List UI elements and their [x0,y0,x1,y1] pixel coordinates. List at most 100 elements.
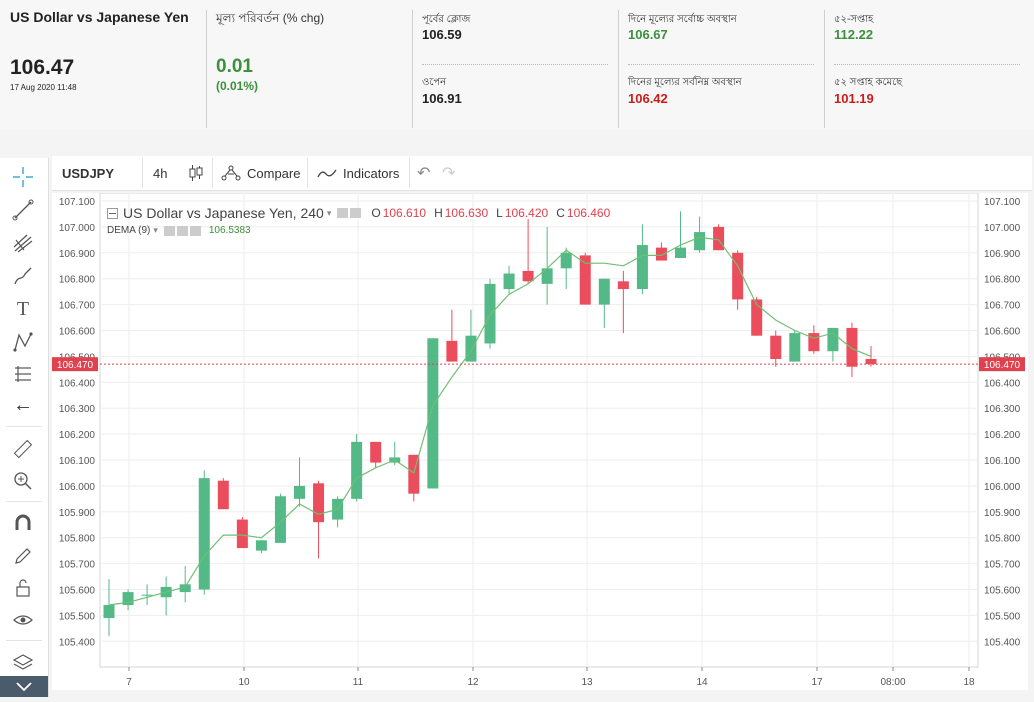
indicators-label: Indicators [343,165,400,181]
last-price: 106.47 [10,56,75,79]
y-tick-label-right: 106.600 [984,327,1021,338]
candle-up [122,592,134,606]
row-divider [834,64,1020,65]
x-tick-label: 7 [126,677,132,688]
high-label: H [434,206,443,220]
crosshair-icon[interactable] [10,164,36,190]
interval-selector[interactable]: 4h [153,165,168,181]
open-value: 106.610 [382,206,427,220]
chart-legend: US Dollar vs Japanese Yen, 240 ▾ O 106.6… [107,205,610,221]
y-tick-label-right: 106.700 [984,301,1021,312]
candle-down [808,333,820,352]
y-tick-label-right: 106.100 [984,456,1021,467]
ruler-icon[interactable] [10,436,36,462]
candle-down [713,226,725,251]
eye-icon[interactable] [10,607,36,633]
layers-icon[interactable] [10,650,36,676]
dema-line [108,236,872,606]
candle-down [655,247,667,261]
candle-down [313,483,325,523]
chart-area[interactable]: 105.400 105.400 105.500 105.500 105.600 105.6… [52,192,1028,690]
last-update-time: 17 Aug 2020 11:48 [10,83,77,92]
y-tick-label-right: 105.900 [984,508,1021,519]
brush-icon[interactable] [10,263,36,289]
eye-toggle-icon[interactable] [337,208,349,218]
y-tick-label-left: 106.100 [59,456,96,467]
prev-close-value: 106.59 [422,27,462,42]
indicators-button[interactable]: Indicators [317,156,399,190]
chevron-down-icon[interactable]: ▾ [153,225,158,235]
toolbar-divider [212,158,213,188]
measure-icon[interactable] [10,361,36,387]
y-tick-label-right: 106.400 [984,378,1021,389]
low-label: L [496,206,503,220]
indicator-value: 106.5383 [208,225,251,236]
redo-icon[interactable]: ↷ [442,165,456,182]
back-arrow-icon[interactable]: ← [13,393,33,416]
candle-down [865,358,877,365]
candle-up [103,605,115,618]
header-divider [206,10,207,128]
pitchfork-icon[interactable] [10,230,36,256]
change-percent: (0.01%) [216,79,259,93]
collapse-legend-icon[interactable] [107,207,118,219]
candle-up [427,338,439,489]
price-chart[interactable]: 105.400 105.400 105.500 105.500 105.600 105.6… [52,192,1028,690]
y-tick-label-left: 106.900 [59,249,96,260]
y-tick-label-left: 105.500 [59,611,96,622]
candle-down [522,270,534,282]
undo-icon[interactable]: ↶ [417,165,431,182]
x-tick-label: 13 [581,677,593,688]
x-tick-label: 14 [696,677,708,688]
compare-label: Compare [247,165,301,181]
week52-low-value: 101.19 [834,91,874,106]
eye-toggle-icon[interactable] [163,225,175,236]
close-icon[interactable] [189,225,201,236]
candle-down [217,480,229,510]
lock-pencil-icon[interactable] [10,543,36,569]
y-tick-label-left: 105.800 [59,534,96,545]
pattern-icon[interactable] [10,329,36,355]
chart-style-button[interactable] [188,156,204,190]
series-title: US Dollar vs Japanese Yen, 240 [123,205,324,221]
candle-up [255,540,267,551]
y-tick-label-left: 106.800 [59,275,96,286]
candle-up [827,327,839,352]
chart-toolbar: USDJPY 4h Compare Indicators ↶ ↷ [52,156,1032,191]
candle-down [846,327,858,367]
row-divider [628,64,814,65]
current-price-label-left: 106.470 [57,360,94,371]
settings-icon[interactable] [176,225,188,236]
symbol-search[interactable]: USDJPY [62,165,115,181]
compare-button[interactable]: Compare [220,156,300,190]
candle-up [141,594,153,596]
trend-line-icon[interactable] [10,197,36,223]
zoom-in-icon[interactable] [10,468,36,494]
candle-down [236,519,248,549]
week52-high-label: ৫২-সপ্তাহ [834,14,874,25]
close-value: 106.460 [566,206,611,220]
toolbar-divider [6,501,42,502]
open-label: ওপেন [422,77,447,88]
candle-up [694,232,706,251]
candle-down [770,335,782,359]
x-tick-label: 08:00 [880,677,905,688]
y-tick-label-right: 105.400 [984,637,1021,648]
candle-up [484,283,496,344]
quote-header: US Dollar vs Japanese Yen 106.47 17 Aug … [0,0,1034,130]
y-tick-label-left: 106.200 [59,430,96,441]
y-tick-label-right: 105.800 [984,534,1021,545]
x-tick-label: 11 [353,677,364,688]
settings-icon[interactable] [350,208,362,218]
y-tick-label-left: 107.100 [59,197,96,208]
text-tool-icon[interactable]: T [16,297,30,320]
toolbar-divider [142,158,143,188]
candle-up [179,584,191,593]
current-price-tag-left [52,357,98,372]
unlock-icon[interactable] [10,575,36,601]
magnet-icon[interactable] [10,510,36,536]
collapse-toolbar-button[interactable] [0,676,48,697]
change-value: 0.01 [216,56,253,77]
candle-down [408,454,420,494]
chevron-down-icon[interactable]: ▾ [326,207,332,218]
